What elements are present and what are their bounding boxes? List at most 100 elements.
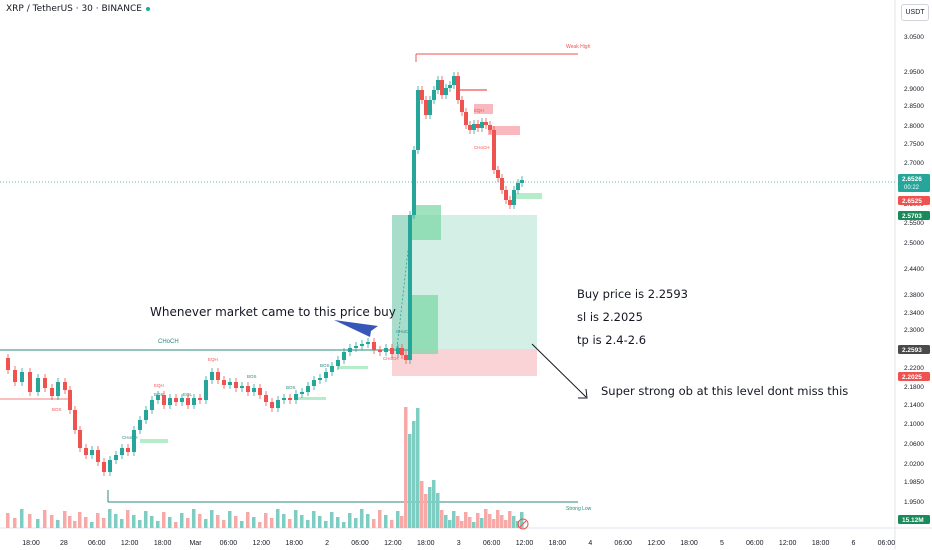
price-tick-label: 1.9850: [904, 479, 924, 486]
volume-bar: [282, 514, 286, 528]
volume-bar: [222, 520, 226, 528]
choch-level-label: CHoCH: [158, 339, 179, 345]
volume-bar: [484, 509, 488, 528]
volume-bar: [324, 521, 328, 528]
volume-bar: [444, 515, 448, 528]
candle-body: [496, 170, 500, 178]
volume-bar: [144, 511, 148, 528]
price-badge-label: 2.2025: [902, 374, 922, 381]
price-badge: [898, 515, 930, 524]
candle-body: [228, 382, 232, 385]
time-tick-label: 12:00: [253, 540, 271, 547]
candle-body: [246, 386, 250, 392]
volume-bar: [330, 512, 334, 528]
candle-body: [520, 180, 524, 183]
candle-body: [330, 366, 334, 372]
time-tick-label: 6: [852, 540, 856, 547]
candle-body: [366, 342, 370, 344]
price-badge: [898, 196, 930, 205]
volume-bar: [336, 517, 340, 528]
candle-body: [318, 378, 322, 380]
replay-icon[interactable]: [517, 518, 529, 530]
candle-body: [456, 76, 460, 100]
candles: [6, 72, 524, 476]
volume-bar: [360, 509, 364, 528]
candle-body: [156, 395, 160, 400]
candle-body: [488, 125, 492, 130]
volume-bar: [342, 522, 346, 528]
candle-body: [436, 80, 440, 90]
volume-bar: [492, 519, 496, 528]
supply-box-1: [474, 104, 493, 114]
candle-body: [114, 455, 118, 460]
candle-body: [324, 372, 328, 378]
eqh-marker-1: EQH: [154, 383, 164, 388]
candle-body: [282, 398, 286, 400]
volume-bar: [156, 521, 160, 528]
volume-bar: [90, 522, 94, 528]
volume-bar: [240, 521, 244, 528]
candle-body: [68, 390, 72, 410]
volume-bar: [384, 515, 388, 528]
candle-body: [444, 88, 448, 95]
candle-body: [460, 100, 464, 112]
volume-bar: [288, 519, 292, 528]
currency-button[interactable]: USDT: [901, 4, 929, 21]
candle-body: [120, 448, 124, 455]
symbol-title[interactable]: XRP / TetherUS · 30 · BINANCE: [6, 4, 150, 14]
time-tick-label: 28: [60, 540, 68, 547]
price-tick-label: 2.1000: [904, 421, 924, 428]
volume-bar: [416, 408, 420, 528]
volume-bar: [496, 510, 500, 528]
candle-body: [300, 392, 304, 394]
volume-bar: [520, 512, 524, 528]
candle-body: [416, 90, 420, 150]
candle-body: [222, 380, 226, 385]
candle-body: [468, 125, 472, 130]
supply-box-2: [488, 126, 520, 135]
price-tick-label: 1.9500: [904, 499, 924, 506]
price-badge: [898, 372, 930, 381]
candle-body: [132, 430, 136, 452]
candle-body: [512, 190, 516, 205]
volume-bar: [270, 518, 274, 528]
candle-body: [336, 360, 340, 366]
candle-body: [56, 382, 60, 396]
candle-body: [420, 90, 424, 100]
time-axis[interactable]: 18:00 28 06:00 12:00 18:00 Mar 06:00 12:00 18:00…: [22, 540, 895, 547]
volume-bar: [63, 511, 67, 528]
time-tick-label: 12:00: [516, 540, 534, 547]
candle-body: [492, 130, 496, 170]
candle-body: [90, 450, 94, 455]
candle-body: [306, 386, 310, 392]
volume-bar: [210, 510, 214, 528]
volume-bar: [150, 516, 154, 528]
volume-bar: [300, 515, 304, 528]
price-axis[interactable]: 3.0500 2.9500 2.9000 2.8500 2.8000 2.7500 2.70…: [904, 34, 924, 506]
time-tick-label: 2: [325, 540, 329, 547]
candle-body: [73, 410, 77, 430]
volume-bar: [120, 519, 124, 528]
volume-bar: [390, 520, 394, 528]
price-badge-label: 2.6526: [902, 176, 922, 183]
ob-note: Super strong ob at this level dont miss …: [601, 384, 848, 398]
candle-body: [63, 382, 67, 390]
volume-bar: [412, 421, 416, 528]
market-note: Whenever market came to this price buy: [150, 305, 396, 319]
demand-box-right: [516, 193, 542, 199]
bos-marker-3: BOS: [247, 374, 257, 379]
volume-bar: [372, 519, 376, 528]
time-tick-label: 18:00: [22, 540, 40, 547]
demand-box-choch: [338, 366, 368, 369]
candle-body: [480, 122, 484, 128]
volume-bar: [198, 514, 202, 528]
ob-arrow-head: [578, 388, 588, 399]
volume-bar: [216, 515, 220, 528]
candle-body: [504, 190, 508, 200]
price-labels: 2.6526 00:22 2.6525 2.5703 2.2593 2.2025 15.12…: [898, 174, 930, 524]
candle-body: [428, 100, 432, 115]
candle-body: [400, 348, 404, 355]
volume-bar: [138, 520, 142, 528]
candle-body: [384, 348, 388, 352]
